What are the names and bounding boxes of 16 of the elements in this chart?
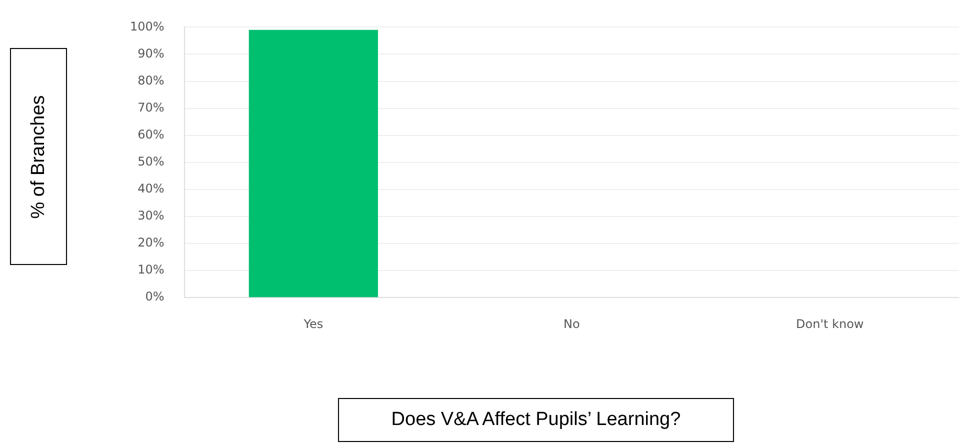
x-axis-title: Does V&A Affect Pupils’ Learning? (338, 398, 734, 442)
y-tick-label: 50% (138, 154, 164, 169)
y-tick-label: 40% (138, 182, 164, 196)
y-tick-label: 20% (138, 236, 164, 250)
x-tick-label: Yes (302, 316, 324, 331)
y-axis-title: % of Branches (28, 94, 50, 218)
y-tick-label: 100% (130, 19, 164, 34)
y-tick-label: 70% (138, 100, 164, 114)
x-tick-label: Don't know (796, 316, 864, 331)
y-tick-label: 90% (138, 46, 164, 60)
x-tick-label: No (563, 316, 580, 331)
y-tick-label: 0% (145, 290, 164, 304)
y-tick-label: 30% (138, 208, 164, 223)
y-tick-label: 80% (138, 73, 164, 88)
y-tick-label: 10% (138, 262, 164, 277)
y-tick-label: 60% (138, 127, 164, 142)
